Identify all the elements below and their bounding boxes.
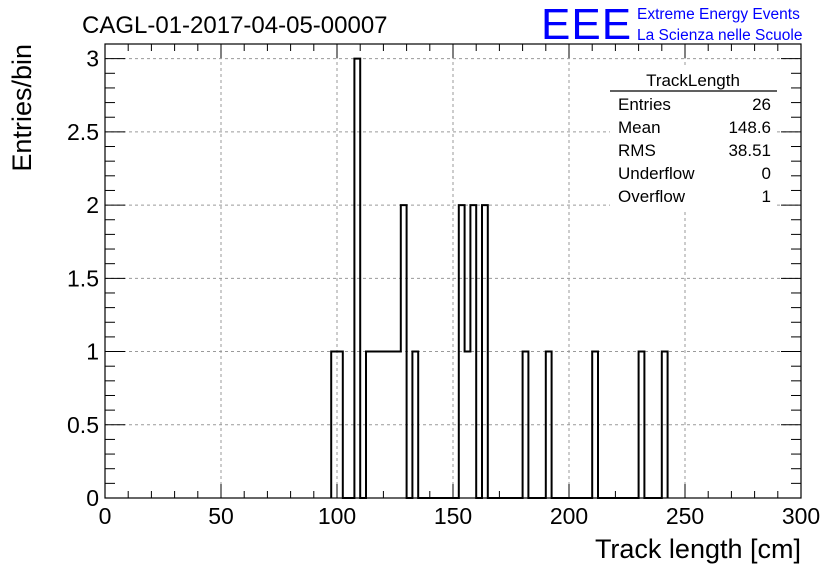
y-tick-label: 2 <box>86 192 99 218</box>
eee-logo-mark: EEE <box>541 0 632 49</box>
stats-box-title: TrackLength <box>646 71 740 90</box>
x-tick-label: 250 <box>666 503 704 529</box>
eee-logo-line1: Extreme Energy Events <box>637 6 800 23</box>
y-tick-labels: 0 0.5 1 1.5 2 2.5 3 <box>67 46 99 511</box>
y-axis-label: Entries/bin <box>7 44 37 172</box>
stats-row-value: 1 <box>762 187 771 206</box>
grid-lines <box>105 44 801 498</box>
x-axis-label: Track length [cm] <box>595 534 801 564</box>
x-tick-label: 200 <box>550 503 588 529</box>
stats-box: TrackLength Entries 26 Mean 148.6 RMS 38.51 Un… <box>610 68 777 210</box>
y-tick-label: 1.5 <box>67 265 99 291</box>
x-tick-labels: 0 50 100 150 200 250 300 <box>99 503 821 529</box>
y-tick-label: 0 <box>86 485 99 511</box>
eee-logo-line2: La Scienza nelle Scuole <box>637 27 802 44</box>
y-tick-label: 2.5 <box>67 119 99 145</box>
x-tick-label: 150 <box>434 503 472 529</box>
stats-row-label: Underflow <box>618 164 695 183</box>
stats-row-label: RMS <box>618 141 656 160</box>
y-tick-label: 3 <box>86 46 99 72</box>
eee-logo: EEE Extreme Energy Events La Scienza nel… <box>541 0 802 49</box>
stats-box-background <box>610 68 777 210</box>
y-tick-label: 1 <box>86 339 99 365</box>
stats-row-label: Mean <box>618 118 661 137</box>
x-tick-label: 50 <box>208 503 234 529</box>
x-tick-label: 0 <box>99 503 112 529</box>
stats-row-value: 148.6 <box>728 118 771 137</box>
stats-row-value: 38.51 <box>728 141 771 160</box>
y-tick-label: 0.5 <box>67 412 99 438</box>
stats-row-label: Entries <box>618 95 671 114</box>
stats-rows: Entries 26 Mean 148.6 RMS 38.51 Underflow 0 Over… <box>618 95 771 206</box>
axis-ticks <box>104 43 802 499</box>
stats-row-value: 0 <box>762 164 771 183</box>
stats-row-label: Overflow <box>618 187 686 206</box>
stats-row-value: 26 <box>752 95 771 114</box>
x-tick-label: 300 <box>782 503 820 529</box>
histogram-outline <box>330 57 669 499</box>
x-tick-label: 100 <box>318 503 356 529</box>
chart-title: CAGL-01-2017-04-05-00007 <box>82 12 388 39</box>
